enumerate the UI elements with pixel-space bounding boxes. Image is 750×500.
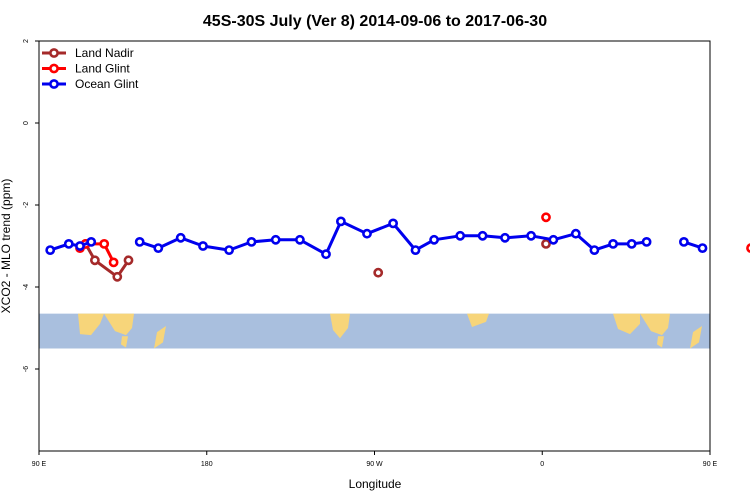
legend-label: Land Glint: [75, 62, 130, 76]
map-landmass: [154, 325, 166, 349]
map-landmass: [613, 313, 640, 335]
x-axis-label: Longitude: [349, 477, 402, 491]
legend-swatch-marker: [49, 63, 59, 74]
data-point: [500, 232, 510, 243]
data-point: [697, 243, 708, 253]
series-line: [84, 243, 130, 279]
data-point: [335, 216, 346, 227]
legend-swatch-marker: [49, 48, 59, 58]
map-landmass: [640, 313, 670, 336]
map-landmass: [104, 313, 134, 336]
legend-label: Ocean Glint: [75, 77, 139, 91]
data-point: [570, 228, 581, 239]
data-point: [134, 236, 145, 247]
data-point: [123, 255, 134, 266]
data-point: [198, 241, 208, 251]
series-ocean-glint: [45, 216, 708, 260]
data-point: [589, 245, 600, 255]
data-point: [45, 245, 56, 255]
data-point: [548, 234, 559, 245]
chart-title: 45S-30S July (Ver 8) 2014-09-06 to 2017-…: [203, 13, 547, 30]
map-landmass: [657, 336, 664, 348]
data-point: [373, 267, 384, 278]
data-point: [224, 245, 234, 255]
data-point: [90, 255, 100, 266]
x-tick-label: 0: [540, 461, 544, 468]
data-point: [477, 230, 488, 241]
data-point: [321, 249, 331, 260]
data-point: [641, 236, 652, 247]
data-point: [108, 257, 119, 268]
y-tick-label: -2: [23, 202, 30, 208]
data-point: [294, 234, 305, 245]
data-point: [429, 234, 439, 245]
data-point: [75, 241, 85, 251]
ocean-band: [39, 313, 710, 349]
map-landmass: [121, 336, 128, 348]
data-point: [246, 236, 257, 247]
data-point: [112, 271, 123, 282]
data-point: [362, 228, 372, 239]
data-point: [175, 232, 186, 243]
data-point: [608, 238, 618, 249]
data-point: [679, 236, 689, 247]
map-landmass: [330, 313, 350, 339]
series-layer: [45, 212, 750, 282]
x-tick-label: 90 E: [32, 461, 47, 468]
data-point: [541, 212, 551, 223]
y-axis: 2 0 -2 -4 -6: [23, 39, 39, 372]
data-point: [270, 234, 281, 245]
y-tick-label: 0: [23, 121, 30, 125]
legend-swatch-marker: [49, 79, 59, 89]
data-point: [526, 230, 536, 241]
data-point: [388, 218, 398, 229]
map-landmass: [467, 313, 489, 327]
data-point: [153, 243, 164, 253]
data-point: [541, 238, 551, 249]
map-landmass: [690, 325, 702, 349]
x-tick-label: 180: [201, 461, 213, 468]
y-axis-label: XCO2 - MLO trend (ppm): [0, 179, 13, 314]
data-point: [99, 238, 110, 249]
data-point: [63, 238, 74, 249]
data-point: [746, 243, 750, 253]
series-line: [49, 240, 92, 252]
world-map-strip: [39, 313, 710, 349]
x-tick-label: 90 E: [703, 461, 718, 468]
data-point: [455, 230, 466, 241]
data-point: [626, 238, 637, 249]
y-tick-label: -6: [23, 366, 30, 372]
legend-label: Land Nadir: [75, 46, 134, 60]
data-point: [410, 245, 421, 255]
data-point: [86, 236, 97, 247]
y-tick-label: 2: [23, 39, 30, 43]
x-tick-label: 90 W: [366, 461, 383, 468]
y-tick-label: -4: [23, 284, 30, 290]
map-landmass: [78, 313, 104, 336]
